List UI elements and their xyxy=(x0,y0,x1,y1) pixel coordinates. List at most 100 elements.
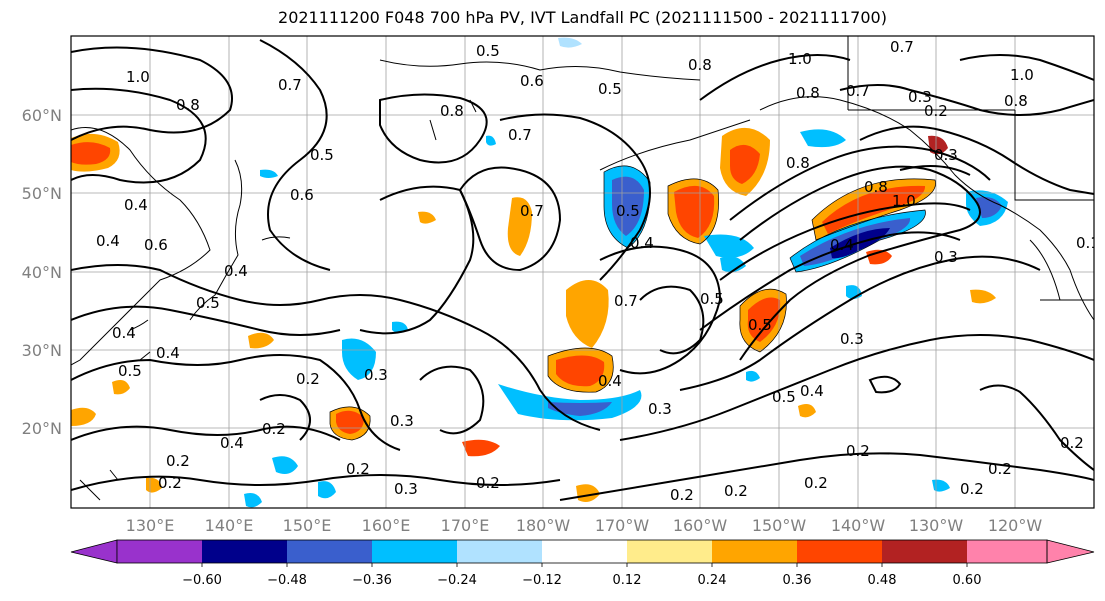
lon-label: 170°E xyxy=(441,516,490,535)
shade-pos xyxy=(112,380,130,395)
contour-label: 0.3 xyxy=(908,88,932,106)
contour-label: 0.8 xyxy=(786,154,810,172)
contour-label: 0.2 xyxy=(262,420,286,438)
shade-neg xyxy=(720,256,746,273)
contour-label: 0.2 xyxy=(476,474,500,492)
contour-label: 1.0 xyxy=(892,192,916,210)
shade-pos xyxy=(798,404,816,418)
shade-neg xyxy=(612,176,644,236)
contour-label: 0.6 xyxy=(290,186,314,204)
map-title: 2021111200 F048 700 hPa PV, IVT Landfall… xyxy=(278,8,887,27)
lon-label: 140°E xyxy=(205,516,254,535)
contour-label: 0.7 xyxy=(846,82,870,100)
shade-pos xyxy=(970,289,996,304)
contour-label: 1.0 xyxy=(126,68,150,86)
contour-labels: 1.0 0.8 0.7 0.5 0.6 0.5 0.8 0.7 0.8 1.0 … xyxy=(96,38,1094,504)
contour-label: 0.4 xyxy=(224,262,248,280)
contour-label: 0.2 xyxy=(296,370,320,388)
lat-label: 60°N xyxy=(22,106,62,125)
lat-label: 40°N xyxy=(22,263,62,282)
plot-frame xyxy=(70,35,1095,509)
shade-neg xyxy=(932,479,950,492)
shade-pos xyxy=(928,135,948,155)
contour-label: 0.3 xyxy=(394,480,418,498)
contour-label: 0.4 xyxy=(630,234,654,252)
contour-label: 0.4 xyxy=(112,324,136,342)
colorbar: −0.60 −0.48 −0.36 −0.24 −0.12 0.12 0.24 … xyxy=(70,539,1095,588)
lon-label: 160°W xyxy=(673,516,728,535)
shade-pos xyxy=(576,484,600,502)
contour-label: 0.7 xyxy=(520,202,544,220)
shade-pos xyxy=(71,407,96,426)
colorbar-segment xyxy=(372,540,457,563)
colorbar-tick-label: −0.48 xyxy=(267,573,307,588)
shade-pos xyxy=(418,211,436,224)
shade-neg xyxy=(498,384,642,421)
contour-label: 0.2 xyxy=(988,460,1012,478)
contour-label: 0.2 xyxy=(724,482,748,500)
colorbar-tick-label: 0.60 xyxy=(953,573,982,588)
lon-label: 160°E xyxy=(362,516,411,535)
contour-label: 0.2 xyxy=(670,486,694,504)
lon-label: 150°E xyxy=(283,516,332,535)
contour-label: 0.5 xyxy=(772,388,796,406)
shade-neg xyxy=(392,321,408,333)
contour-label: 0.5 xyxy=(118,362,142,380)
contour-label: 0.3 xyxy=(840,330,864,348)
colorbar-segment xyxy=(117,540,202,563)
pv-contours xyxy=(71,39,1094,501)
colorbar-tick-label: −0.60 xyxy=(182,573,222,588)
colorbar-tick-label: 0.12 xyxy=(613,573,642,588)
contour-label: 0.4 xyxy=(830,236,854,254)
shade-pos xyxy=(507,197,532,256)
contour-label: 0.5 xyxy=(616,202,640,220)
contour-label: 0.2 xyxy=(158,474,182,492)
contour-label: 0.8 xyxy=(176,96,200,114)
contour-label: 0.3 xyxy=(648,400,672,418)
contour-label: 0.7 xyxy=(890,38,914,56)
shade-pos xyxy=(71,142,111,165)
contour-label: 0.4 xyxy=(598,372,622,390)
lat-label: 30°N xyxy=(22,341,62,360)
colorbar-segment xyxy=(627,540,712,563)
shade-neg xyxy=(548,402,612,416)
shade-pos xyxy=(747,297,781,342)
shade-neg xyxy=(800,129,846,148)
contour-label: 0.2 xyxy=(846,442,870,460)
contour-label: 0.2 xyxy=(346,460,370,478)
colorbar-tick-label: −0.12 xyxy=(522,573,562,588)
lat-label: 50°N xyxy=(22,184,62,203)
contour-label: 0.8 xyxy=(1004,92,1028,110)
colorbar-segment xyxy=(457,540,542,563)
contour-label: 1.0 xyxy=(788,50,812,68)
longitude-labels: 130°E 140°E 150°E 160°E 170°E 180°W 170°… xyxy=(126,516,1043,535)
colorbar-tick-label: 0.24 xyxy=(698,573,727,588)
shade-pos xyxy=(556,355,605,387)
colorbar-segment xyxy=(712,540,797,563)
contour-label: 0.2 xyxy=(166,452,190,470)
colorbar-segment xyxy=(882,540,967,563)
contour-label: 0.5 xyxy=(310,146,334,164)
contour-label: 0.6 xyxy=(144,236,168,254)
contour-label: 0.8 xyxy=(864,178,888,196)
shade-pos xyxy=(462,439,500,457)
contour-label: 0.3 xyxy=(390,412,414,430)
shade-neg xyxy=(976,197,1002,218)
contour-label: 0.3 xyxy=(364,366,388,384)
shade-neg xyxy=(342,338,376,380)
graticule xyxy=(71,36,1094,508)
contour-label: 0.4 xyxy=(156,344,180,362)
colorbar-segment xyxy=(542,540,627,563)
shade-pos xyxy=(674,185,715,238)
lon-label: 120°W xyxy=(988,516,1043,535)
contour-label: 0.5 xyxy=(748,316,772,334)
contour-label: 0.2 xyxy=(924,102,948,120)
shade-neg xyxy=(746,370,760,382)
colorbar-tick-label: 0.48 xyxy=(868,573,897,588)
latitude-labels: 60°N 50°N 40°N 30°N 20°N xyxy=(22,106,62,438)
lon-label: 150°W xyxy=(752,516,807,535)
lon-label: 180°W xyxy=(516,516,571,535)
lon-label: 130°W xyxy=(909,516,964,535)
contour-label: 0.7 xyxy=(614,292,638,310)
